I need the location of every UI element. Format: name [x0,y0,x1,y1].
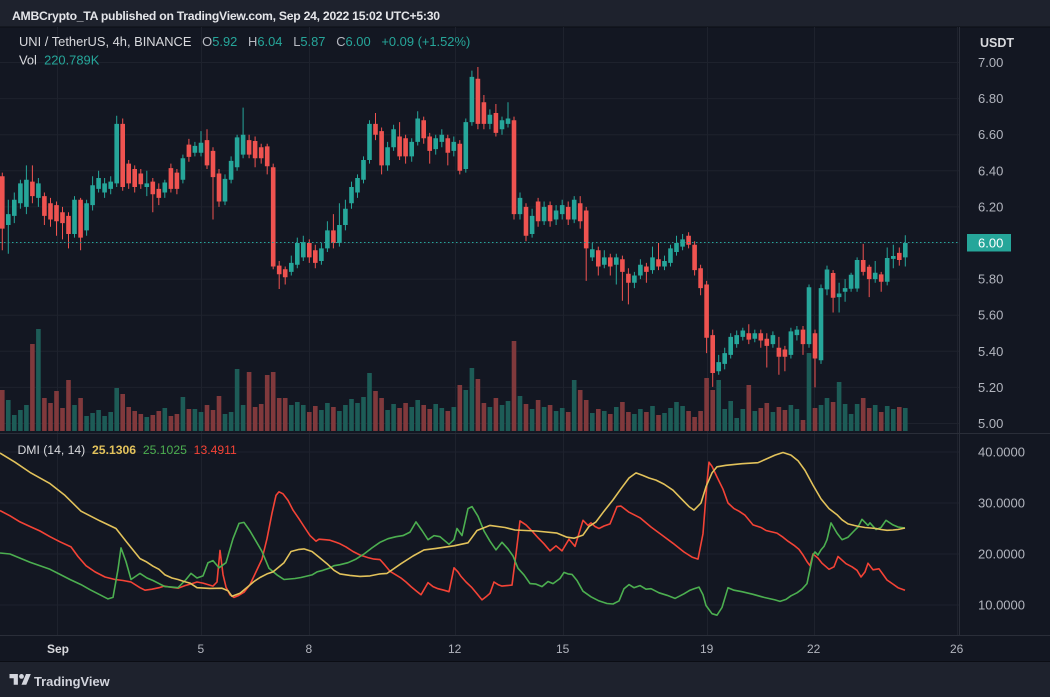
svg-text:12: 12 [448,642,462,656]
svg-text:40.0000: 40.0000 [978,445,1025,460]
svg-text:DMI (14, 14) 25.1306 25.1025: DMI (14, 14) 25.1306 25.1025 13.4911 [18,443,238,457]
svg-text:5.80: 5.80 [978,272,1003,287]
svg-text:5.40: 5.40 [978,344,1003,359]
svg-text:30.0000: 30.0000 [978,496,1025,511]
svg-text:8: 8 [306,642,313,656]
svg-text:15: 15 [556,642,570,656]
svg-text:20.0000: 20.0000 [978,547,1025,562]
svg-text:7.00: 7.00 [978,55,1003,70]
svg-text:TradingView: TradingView [34,674,111,689]
svg-text:5.00: 5.00 [978,416,1003,431]
svg-text:26: 26 [950,642,964,656]
svg-text:AMBCrypto_TA published on Trad: AMBCrypto_TA published on TradingView.co… [12,9,440,23]
svg-text:6.20: 6.20 [978,199,1003,214]
svg-text:UNI / TetherUS, 4h, BINANCE: UNI / TetherUS, 4h, BINANCE O5.92 H6.04 … [19,34,470,49]
svg-text:5.20: 5.20 [978,380,1003,395]
svg-text:6.00: 6.00 [978,236,1003,251]
svg-text:22: 22 [807,642,821,656]
svg-text:19: 19 [700,642,714,656]
svg-text:Sep: Sep [47,642,69,656]
svg-text:5: 5 [198,642,205,656]
svg-text:USDT: USDT [980,36,1014,50]
svg-text:10.0000: 10.0000 [978,598,1025,613]
svg-text:6.80: 6.80 [978,91,1003,106]
svg-text:6.40: 6.40 [978,163,1003,178]
svg-text:Vol 220.789K: Vol 220.789K [19,53,100,68]
svg-text:6.60: 6.60 [978,127,1003,142]
svg-text:5.60: 5.60 [978,308,1003,323]
